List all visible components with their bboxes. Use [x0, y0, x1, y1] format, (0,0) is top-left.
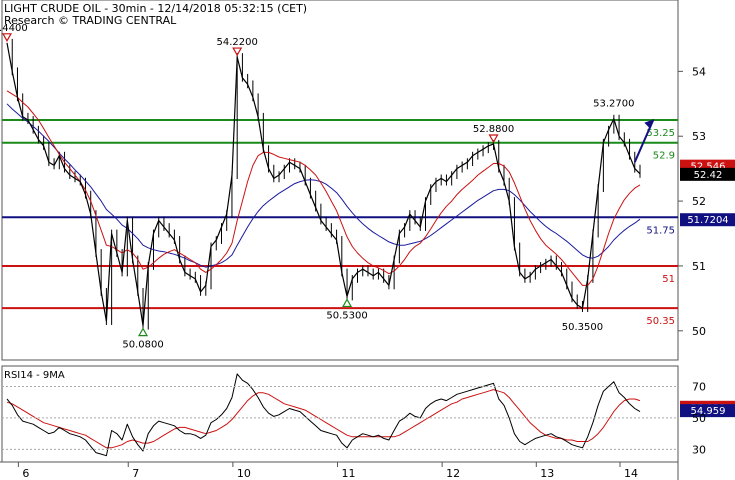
level-label: 50.35: [646, 316, 675, 327]
slow-ma-line: [6, 103, 641, 268]
price-y-tick-label: 54: [692, 65, 706, 78]
price-value-badge-label: 52.42: [694, 170, 723, 181]
peak-marker-icon: [1, 33, 13, 43]
price-value-badge-label: 52.546: [691, 162, 726, 173]
price-value-badge: [680, 167, 735, 181]
chart-header-title: LIGHT CRUDE OIL - 30min - 12/14/2018 05:…: [4, 2, 307, 15]
price-annotation: 53.2700: [593, 99, 634, 110]
fast-ma-line: [6, 90, 641, 286]
x-axis-tick-label: 11: [342, 467, 356, 480]
chart-panels: [0, 0, 679, 480]
x-axis-tick-label: 13: [540, 467, 554, 480]
peak-marker-icon: [232, 47, 243, 57]
rsi-value-badge-label: 54.959: [691, 406, 726, 417]
level-label: 51: [662, 274, 675, 285]
price-value-badge: [680, 213, 735, 227]
price-y-tick-label: 51: [692, 260, 706, 273]
rsi-panel-title: RSI14 - 9MA: [4, 370, 65, 381]
rsi-panel-frame: [1, 365, 679, 463]
price-annotation: 52.8800: [473, 124, 514, 135]
chart-header-source: Research © TRADING CENTRAL: [4, 14, 177, 27]
price-annotation: 50.0800: [122, 340, 163, 351]
x-axis-tick-label: 14: [624, 467, 638, 480]
level-label: 51.75: [646, 225, 675, 236]
price-line: [6, 42, 641, 327]
rsi-line: [6, 373, 641, 457]
price-annotation: 54.4400: [0, 23, 28, 34]
forecast-arrowhead-icon: [644, 119, 655, 129]
level-label: 52.9: [653, 151, 675, 162]
rsi-value-badge: [680, 404, 735, 418]
price-annotation: 54.2200: [217, 37, 258, 48]
price-y-tick-label: 52: [692, 195, 706, 208]
price-annotation: 50.5300: [326, 310, 367, 321]
peak-marker-icon: [488, 134, 499, 144]
rsi-y-tick-label: 30: [692, 443, 706, 456]
rsi-y-tick-label: 50: [692, 412, 706, 425]
price-y-tick-label: 50: [692, 325, 706, 338]
chart-series: [6, 38, 641, 457]
x-axis-tick-label: 12: [446, 467, 460, 480]
chart-axes: 50 51 52 53 54 30 50 70 6 7 10 11 12 13 14: [2, 65, 706, 480]
trough-marker-icon: [342, 298, 353, 308]
rsi-ma-line: [6, 389, 641, 449]
price-value-badge-label: 51.7204: [687, 215, 728, 226]
x-axis-tick-label: 6: [22, 467, 29, 480]
level-label: 53.25: [646, 128, 675, 139]
x-axis-tick-label: 10: [237, 467, 251, 480]
chart-annotations: 54.4400 54.2200 52.8800 53.2700 50.0800 50.53…: [0, 23, 735, 418]
price-y-tick-label: 53: [692, 130, 706, 143]
rsi-y-tick-label: 70: [692, 380, 706, 393]
x-axis-tick-label: 7: [132, 467, 139, 480]
price-annotation: 50.3500: [562, 322, 603, 333]
trough-marker-icon: [137, 327, 149, 337]
price-panel-frame: [1, 0, 679, 361]
